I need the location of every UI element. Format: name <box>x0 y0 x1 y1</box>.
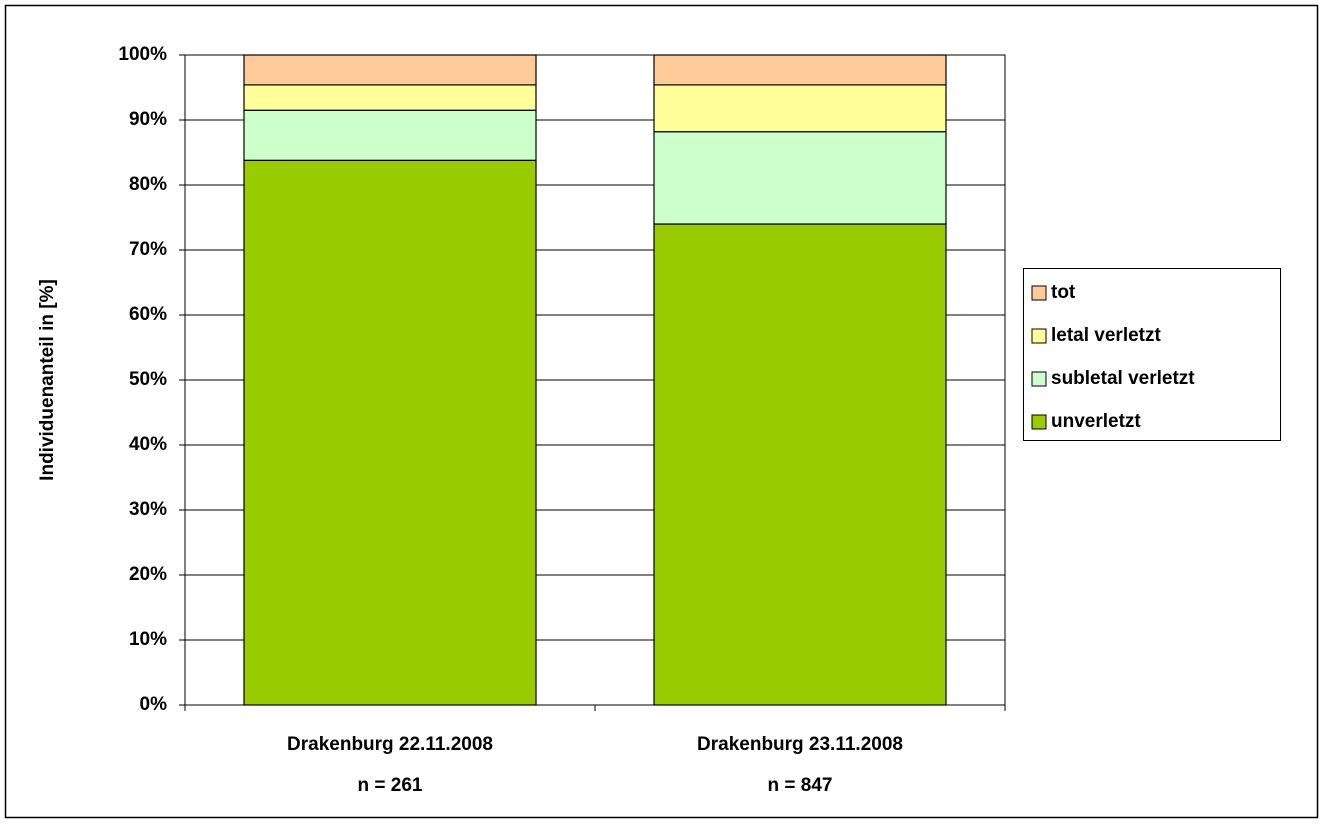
bar-segment <box>243 54 537 86</box>
legend-swatch <box>1031 414 1047 430</box>
x-tick-label: Drakenburg 23.11.2008 <box>697 734 903 755</box>
x-tick-sublabel: n = 847 <box>768 775 833 796</box>
bar-segment <box>243 109 537 161</box>
y-tick-label: 70% <box>129 239 167 260</box>
y-tick-label: 100% <box>118 44 167 65</box>
x-tick-label: Drakenburg 22.11.2008 <box>287 734 493 755</box>
legend-swatch <box>1031 371 1047 387</box>
y-tick-label: 0% <box>140 694 168 715</box>
bar-segment <box>653 84 947 133</box>
y-tick-label: 90% <box>129 109 167 130</box>
legend-label: subletal verletzt <box>1051 368 1195 389</box>
x-tick-sublabel: n = 261 <box>358 775 423 796</box>
legend-swatch <box>1031 285 1047 301</box>
legend-box <box>1023 268 1281 441</box>
y-tick-label: 10% <box>129 629 167 650</box>
legend-label: tot <box>1051 282 1076 303</box>
y-tick-label: 20% <box>129 564 167 585</box>
y-tick-label: 40% <box>129 434 167 455</box>
legend-label: letal verletzt <box>1051 325 1161 346</box>
y-axis-title: Individuenanteil in [%] <box>37 279 58 481</box>
y-tick-label: 50% <box>129 369 167 390</box>
bar-segment <box>243 84 537 111</box>
legend-swatch <box>1031 328 1047 344</box>
y-tick-label: 30% <box>129 499 167 520</box>
legend-label: unverletzt <box>1051 411 1141 432</box>
y-tick-label: 80% <box>129 174 167 195</box>
bar-segment <box>243 159 537 706</box>
bar-segment <box>653 223 947 706</box>
y-tick-label: 60% <box>129 304 167 325</box>
bar-segment <box>653 54 947 86</box>
bar-segment <box>653 131 947 225</box>
